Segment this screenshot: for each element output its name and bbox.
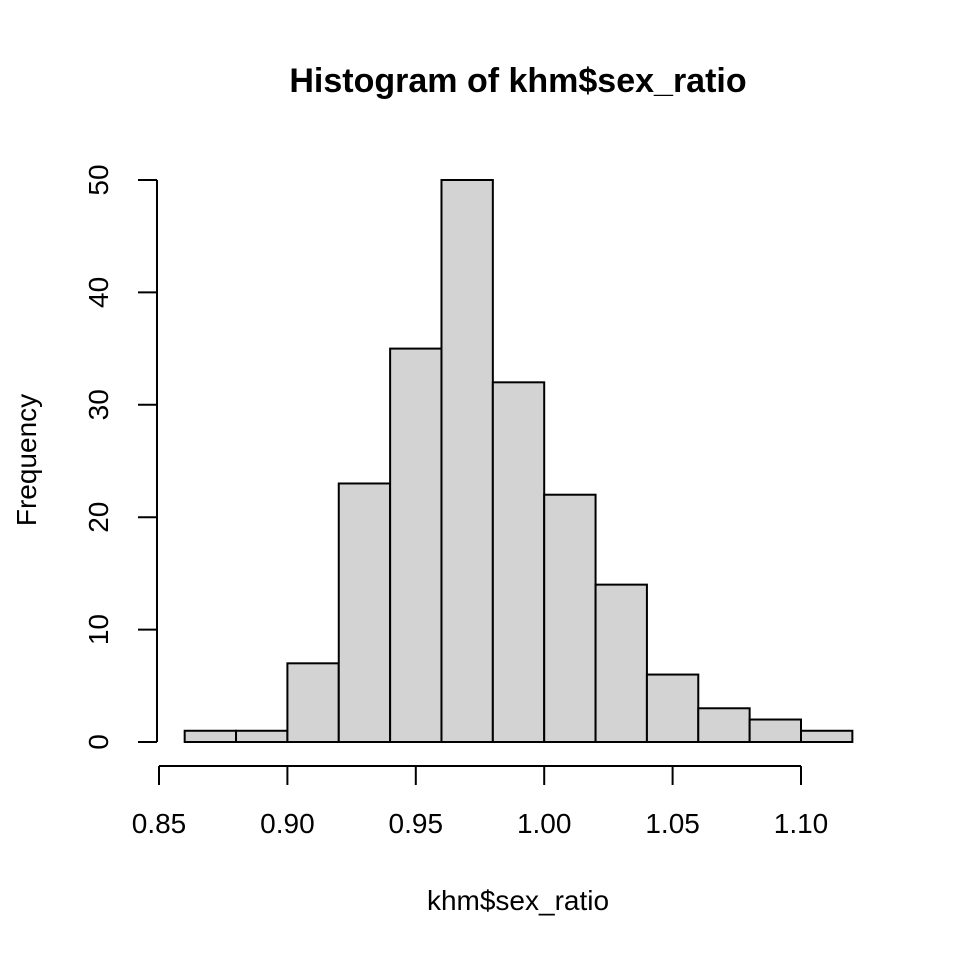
histogram-bar <box>337 482 392 743</box>
histogram-bar <box>440 179 494 743</box>
y-tick-label: 40 <box>83 277 114 308</box>
y-tick-label: 50 <box>83 164 114 195</box>
y-tick-label: 0 <box>83 734 114 750</box>
histogram-bar <box>800 729 854 744</box>
histogram-bar <box>235 729 289 744</box>
x-tick-label: 1.10 <box>774 808 829 839</box>
histogram-bar <box>491 381 546 743</box>
x-tick-label: 0.90 <box>260 808 315 839</box>
histogram-bar <box>645 673 700 743</box>
y-axis: 0 10 20 30 40 50 <box>83 164 158 750</box>
x-tick-label: 1.00 <box>517 808 572 839</box>
histogram-bar <box>183 729 238 744</box>
histogram-bar <box>286 662 340 744</box>
y-tick-label: 10 <box>83 614 114 645</box>
x-axis-label: khm$sex_ratio <box>427 885 609 916</box>
histogram-bar <box>594 583 648 744</box>
x-tick-label: 0.85 <box>132 808 187 839</box>
histogram-bar <box>389 347 443 743</box>
x-tick-label: 0.95 <box>389 808 444 839</box>
chart-title: Histogram of khm$sex_ratio <box>289 62 746 100</box>
bars-group <box>183 179 854 744</box>
y-axis-label: Frequency <box>11 394 42 526</box>
y-tick-label: 30 <box>83 389 114 420</box>
histogram-bar <box>543 493 597 743</box>
x-axis: 0.85 0.90 0.95 1.00 1.05 1.10 <box>132 765 829 839</box>
histogram-bar <box>697 707 751 744</box>
histogram-bar <box>748 718 803 744</box>
x-tick-label: 1.05 <box>645 808 700 839</box>
y-tick-label: 20 <box>83 502 114 533</box>
